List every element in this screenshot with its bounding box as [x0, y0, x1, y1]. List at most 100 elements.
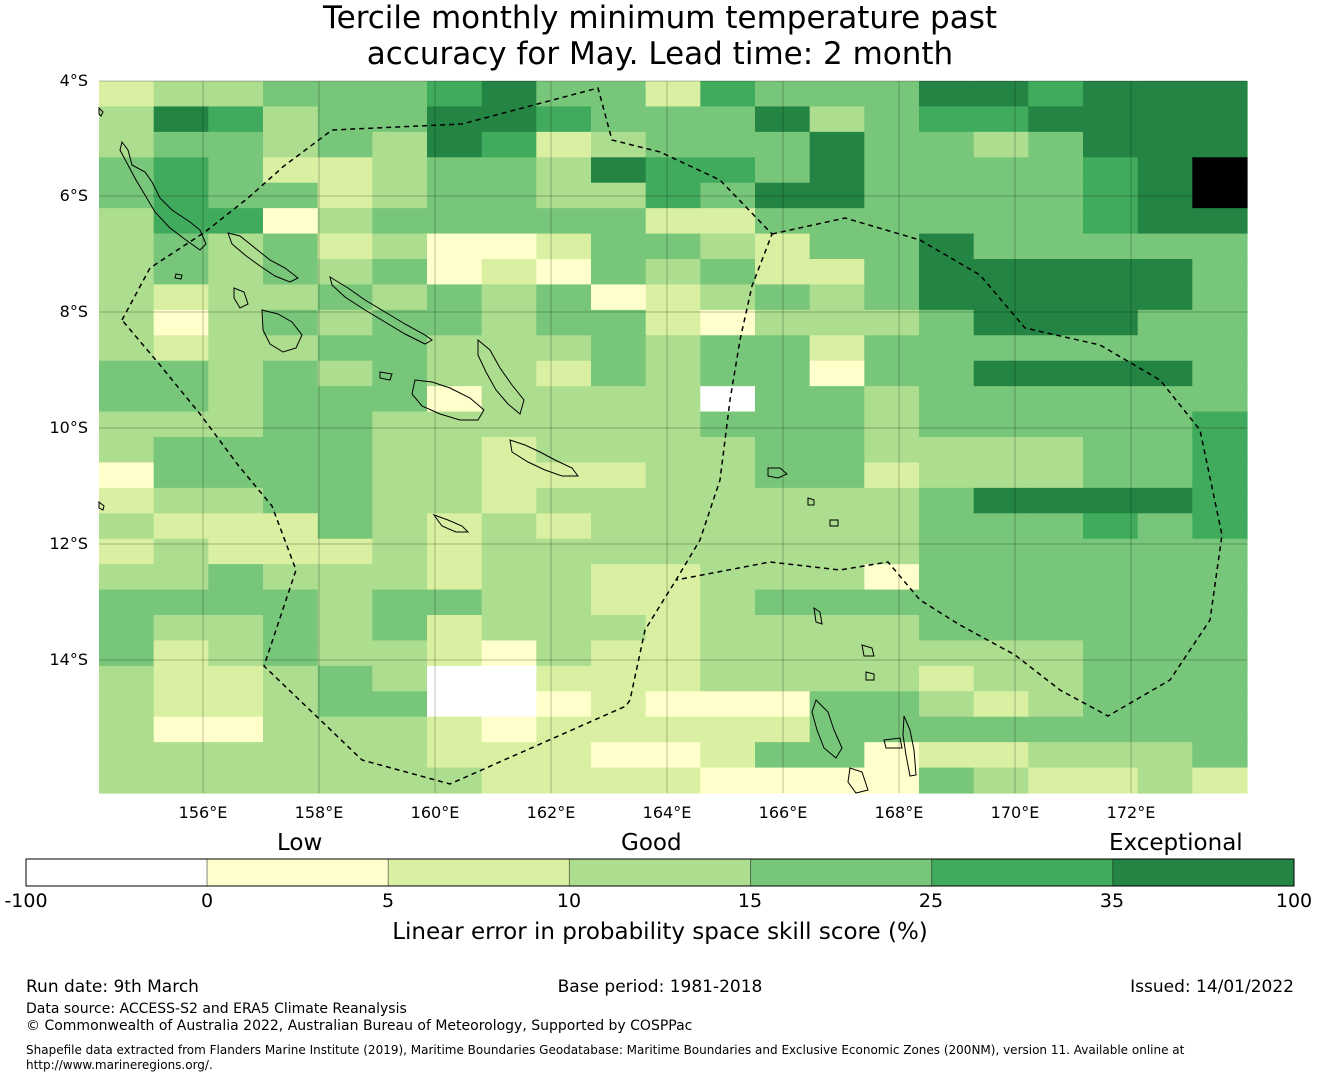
skill-cell [1137, 462, 1193, 489]
shapefile-credit-line-1: Shapefile data extracted from Flanders M… [26, 1043, 1185, 1057]
skill-cell [427, 360, 483, 387]
skill-cell [372, 615, 428, 642]
skill-cell [153, 309, 209, 336]
skill-cell [208, 767, 264, 794]
skill-cell [809, 233, 865, 260]
skill-cell [263, 386, 319, 413]
skill-cell [1083, 462, 1139, 489]
skill-cell [591, 462, 647, 489]
colorbar-outline [25, 858, 1295, 887]
skill-cell [973, 513, 1029, 540]
skill-cell [973, 259, 1029, 286]
skill-cell [1137, 640, 1193, 667]
skill-cell [1083, 386, 1139, 413]
skill-cell [536, 716, 592, 743]
skill-cell [645, 437, 701, 464]
malaita-coast [477, 338, 525, 415]
skill-cell [919, 487, 975, 514]
skill-cell [919, 538, 975, 565]
skill-cell [263, 106, 319, 133]
skill-cell [481, 284, 537, 311]
skill-cell [536, 691, 592, 718]
skill-cell [153, 487, 209, 514]
skill-cell [481, 462, 537, 489]
skill-cell [372, 487, 428, 514]
skill-cell [973, 309, 1029, 336]
skill-cell [208, 462, 264, 489]
skill-cell [809, 640, 865, 667]
skill-cell [536, 767, 592, 794]
skill-cell [700, 106, 756, 133]
skill-cell [700, 437, 756, 464]
skill-cell [864, 589, 920, 616]
skill-cell [919, 386, 975, 413]
lat-label-10s: 10°S [49, 418, 88, 437]
skill-cell [591, 182, 647, 209]
skill-cell [919, 767, 975, 794]
skill-cell [809, 564, 865, 591]
skill-cell [372, 284, 428, 311]
skill-cell [1192, 691, 1248, 718]
skill-cell [99, 131, 155, 158]
skill-cell [1137, 437, 1193, 464]
skill-cell [99, 665, 155, 692]
skill-cell [99, 742, 155, 769]
skill-cell [536, 233, 592, 260]
skill-cell [755, 81, 811, 108]
skill-cell [1192, 564, 1248, 591]
colorbar-caption: Linear error in probability space skill … [392, 919, 928, 945]
skill-cell [317, 131, 373, 158]
skill-cell [809, 106, 865, 133]
skill-cell [919, 157, 975, 184]
skill-cell [153, 284, 209, 311]
skill-cell [1137, 538, 1193, 565]
skill-cell [1137, 233, 1193, 260]
skill-cell [427, 487, 483, 514]
skill-cell [645, 157, 701, 184]
skill-cell [919, 208, 975, 235]
colorbar-tick-minus100: -100 [4, 890, 48, 912]
makira-coast [509, 439, 579, 477]
skill-cell [153, 716, 209, 743]
bougainville-coast [119, 140, 207, 251]
skill-cell [372, 208, 428, 235]
skill-cell [427, 157, 483, 184]
lat-label-6s: 6°S [59, 186, 88, 205]
skill-cell [864, 386, 920, 413]
skill-cell [99, 462, 155, 489]
skill-cell [645, 767, 701, 794]
skill-cell [591, 131, 647, 158]
skill-cell [536, 665, 592, 692]
small-island-f [98, 106, 104, 117]
skill-cell [481, 360, 537, 387]
skill-cell [427, 462, 483, 489]
colorbar-swatch [387, 858, 570, 887]
skill-cell [263, 182, 319, 209]
skill-cell [536, 640, 592, 667]
skill-cell [427, 564, 483, 591]
skill-cell [481, 716, 537, 743]
colorbar-swatch [206, 858, 389, 887]
rennell-coast [432, 513, 470, 533]
skill-cell [536, 615, 592, 642]
skill-cell [973, 564, 1029, 591]
skill-cell [755, 309, 811, 336]
skill-cell [919, 716, 975, 743]
skill-cell [317, 81, 373, 108]
skill-cell [755, 742, 811, 769]
skill-cell [317, 716, 373, 743]
small-island-e [379, 371, 393, 381]
skill-cell [1028, 691, 1084, 718]
skill-cell [755, 233, 811, 260]
skill-cell [973, 360, 1029, 387]
skill-cell [208, 742, 264, 769]
skill-cell [1137, 716, 1193, 743]
skill-cell [1083, 81, 1139, 108]
skill-cell [755, 538, 811, 565]
skill-cell [263, 233, 319, 260]
skill-cell [973, 335, 1029, 362]
skill-cell [1028, 208, 1084, 235]
skill-cell [645, 462, 701, 489]
skill-cell [591, 513, 647, 540]
skill-cell [99, 81, 155, 108]
